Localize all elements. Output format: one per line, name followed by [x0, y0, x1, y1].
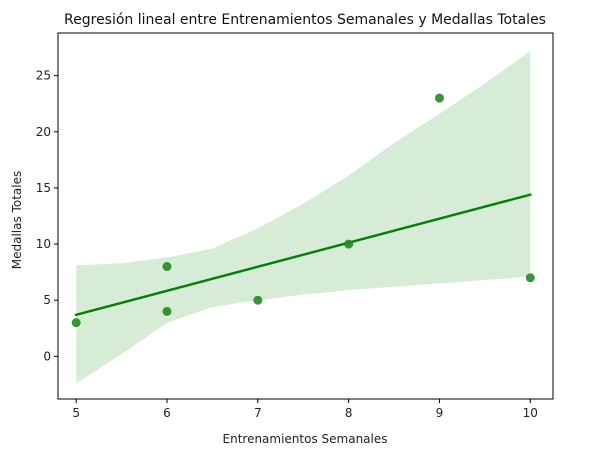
- x-tick-label: 10: [523, 406, 538, 420]
- y-tick-label: 10: [36, 237, 51, 251]
- y-tick-label: 5: [43, 293, 51, 307]
- data-point: [71, 318, 81, 328]
- confidence-band: [76, 51, 531, 384]
- data-point: [525, 273, 535, 283]
- y-tick-label: 0: [43, 349, 51, 363]
- x-tick-label: 5: [72, 406, 80, 420]
- data-point: [162, 306, 172, 316]
- x-axis: 5 6 7 8 9 10: [72, 399, 538, 420]
- y-axis: 0 5 10 15 20 25: [36, 69, 58, 363]
- y-tick-label: 25: [36, 69, 51, 83]
- x-tick-label: 8: [345, 406, 353, 420]
- data-point: [344, 239, 354, 249]
- regression-line: [74, 193, 532, 317]
- data-point: [253, 295, 263, 305]
- chart-title: Regresión lineal entre Entrenamientos Se…: [64, 12, 546, 28]
- y-tick-label: 15: [36, 181, 51, 195]
- x-tick-label: 9: [436, 406, 444, 420]
- data-point: [434, 93, 444, 103]
- y-tick-label: 20: [36, 125, 51, 139]
- plot-area: [57, 32, 554, 400]
- plot-frame: [57, 32, 554, 400]
- x-tick-label: 6: [163, 406, 171, 420]
- data-point: [162, 262, 172, 272]
- y-axis-title: Medallas Totales: [10, 171, 24, 269]
- x-axis-title: Entrenamientos Semanales: [223, 432, 388, 446]
- x-tick-label: 7: [254, 406, 262, 420]
